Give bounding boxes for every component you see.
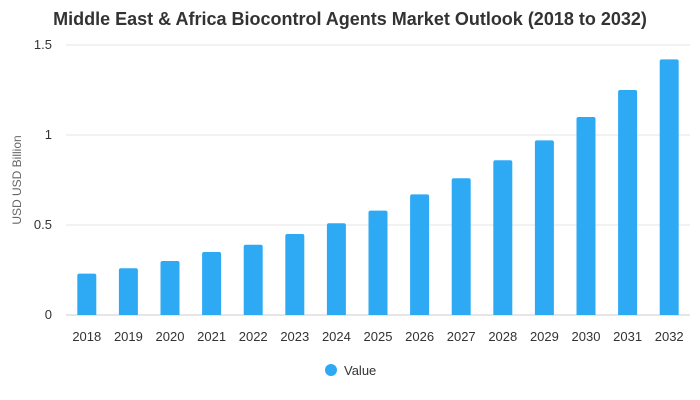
y-axis-ticks: 0 0.5 1 1.5 bbox=[34, 37, 52, 322]
x-axis-ticks: 2018 2019 2020 2021 2022 2023 2024 2025 2026 2027… bbox=[72, 329, 683, 344]
bar-2024[interactable] bbox=[326, 223, 346, 315]
y-tick-label: 1.5 bbox=[34, 37, 52, 52]
legend-marker-value bbox=[325, 364, 337, 376]
bar-2030[interactable] bbox=[576, 117, 596, 315]
bars bbox=[77, 59, 679, 316]
x-tick-label: 2025 bbox=[364, 329, 393, 344]
x-tick-label: 2023 bbox=[280, 329, 309, 344]
bar-2025[interactable] bbox=[368, 210, 388, 315]
bar-2019[interactable] bbox=[118, 268, 138, 315]
y-tick-label: 1 bbox=[45, 127, 52, 142]
bar-2028[interactable] bbox=[493, 160, 513, 315]
y-tick-label: 0.5 bbox=[34, 217, 52, 232]
x-tick-label: 2024 bbox=[322, 329, 351, 344]
x-tick-label: 2019 bbox=[114, 329, 143, 344]
x-tick-label: 2028 bbox=[488, 329, 517, 344]
x-tick-label: 2018 bbox=[72, 329, 101, 344]
x-tick-label: 2029 bbox=[530, 329, 559, 344]
x-tick-label: 2021 bbox=[197, 329, 226, 344]
chart-title: Middle East & Africa Biocontrol Agents M… bbox=[53, 9, 647, 29]
bar-2031[interactable] bbox=[618, 90, 638, 315]
y-axis-label: USD USD Billion bbox=[10, 135, 24, 224]
x-tick-label: 2020 bbox=[156, 329, 185, 344]
bar-2029[interactable] bbox=[534, 140, 554, 315]
x-tick-label: 2032 bbox=[655, 329, 684, 344]
bar-2026[interactable] bbox=[410, 194, 430, 315]
bar-2022[interactable] bbox=[243, 244, 263, 315]
bar-2020[interactable] bbox=[160, 261, 180, 315]
bar-2023[interactable] bbox=[285, 234, 305, 315]
legend[interactable]: Value bbox=[325, 363, 376, 378]
bar-2027[interactable] bbox=[451, 178, 471, 315]
x-tick-label: 2022 bbox=[239, 329, 268, 344]
x-tick-label: 2026 bbox=[405, 329, 434, 344]
bar-2021[interactable] bbox=[202, 252, 222, 315]
bar-2032[interactable] bbox=[659, 59, 679, 316]
y-tick-label: 0 bbox=[45, 307, 52, 322]
x-tick-label: 2030 bbox=[572, 329, 601, 344]
legend-label-value: Value bbox=[344, 363, 376, 378]
x-tick-label: 2027 bbox=[447, 329, 476, 344]
x-tick-label: 2031 bbox=[613, 329, 642, 344]
bar-2018[interactable] bbox=[77, 273, 97, 315]
